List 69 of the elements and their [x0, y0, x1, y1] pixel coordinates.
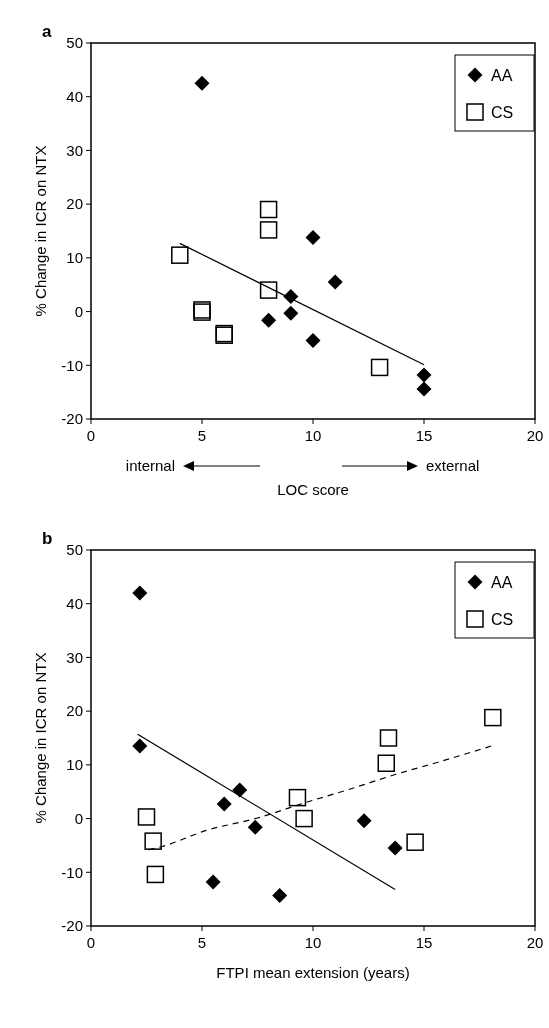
y-tick-label: 40 [66, 594, 83, 612]
y-axis-title: % Change in ICR on NTX [32, 652, 49, 824]
text: internal [125, 457, 175, 474]
point [484, 708, 502, 727]
x-tick-label: 10 [304, 427, 322, 444]
x-axis-title: LOC score [277, 481, 349, 498]
y-tick-label: 30 [66, 648, 83, 666]
point [247, 819, 263, 835]
point [356, 813, 372, 829]
y-tick-label: 50 [66, 34, 83, 52]
x-axis-title: FTPI mean extension (years) [216, 964, 410, 981]
point [261, 312, 277, 328]
y-tick-label: 40 [66, 87, 83, 105]
point [194, 75, 210, 91]
y-tick-label: -10 [61, 356, 83, 374]
point [259, 221, 278, 239]
x-tick-label: 5 [197, 934, 207, 951]
x-tick-label: 20 [526, 427, 544, 444]
x-tick-label: 15 [415, 934, 433, 951]
point [132, 738, 148, 754]
point [327, 274, 343, 290]
point [288, 788, 307, 807]
y-tick-label: -10 [61, 863, 83, 881]
point [283, 305, 299, 321]
point [379, 729, 398, 747]
x-tick-label: 0 [86, 427, 96, 444]
y-tick-label: 0 [74, 809, 83, 827]
point [259, 200, 278, 219]
point [406, 833, 424, 851]
y-tick-label: 50 [66, 541, 83, 559]
point [137, 808, 156, 826]
y-tick-label: 20 [66, 702, 83, 720]
y-tick-label: 0 [74, 302, 83, 320]
y-axis-title: % Change in ICR on NTX [32, 145, 49, 317]
y-tick-label: -20 [61, 917, 83, 935]
y-tick-label: 30 [66, 141, 83, 159]
x-tick-label: 20 [526, 934, 544, 951]
point [216, 796, 232, 812]
y-tick-label: 10 [66, 249, 83, 267]
point [132, 585, 148, 601]
chart-title: a [42, 22, 52, 41]
text: external [426, 457, 480, 474]
point [272, 887, 288, 903]
point [171, 246, 189, 264]
y-tick-label: 10 [66, 756, 83, 774]
point [232, 782, 248, 798]
point [387, 840, 403, 856]
y-tick-label: -20 [61, 410, 83, 428]
legend-label: CS [491, 104, 514, 121]
y-tick-label: 20 [66, 195, 83, 213]
point [305, 333, 321, 349]
point [416, 367, 432, 383]
x-tick-label: 5 [197, 427, 207, 444]
point [144, 832, 162, 850]
point [295, 809, 313, 828]
point [205, 874, 221, 890]
legend-label: AA [491, 67, 513, 84]
chart-title: b [42, 529, 53, 548]
legend-label: AA [491, 574, 513, 591]
point [377, 754, 396, 772]
x-tick-label: 0 [86, 934, 96, 951]
point [146, 865, 165, 884]
x-tick-label: 10 [304, 934, 322, 951]
point [370, 358, 389, 377]
point [416, 381, 432, 397]
legend-label: CS [491, 611, 514, 628]
point [305, 229, 321, 245]
point [259, 281, 278, 299]
x-tick-label: 15 [415, 427, 433, 444]
